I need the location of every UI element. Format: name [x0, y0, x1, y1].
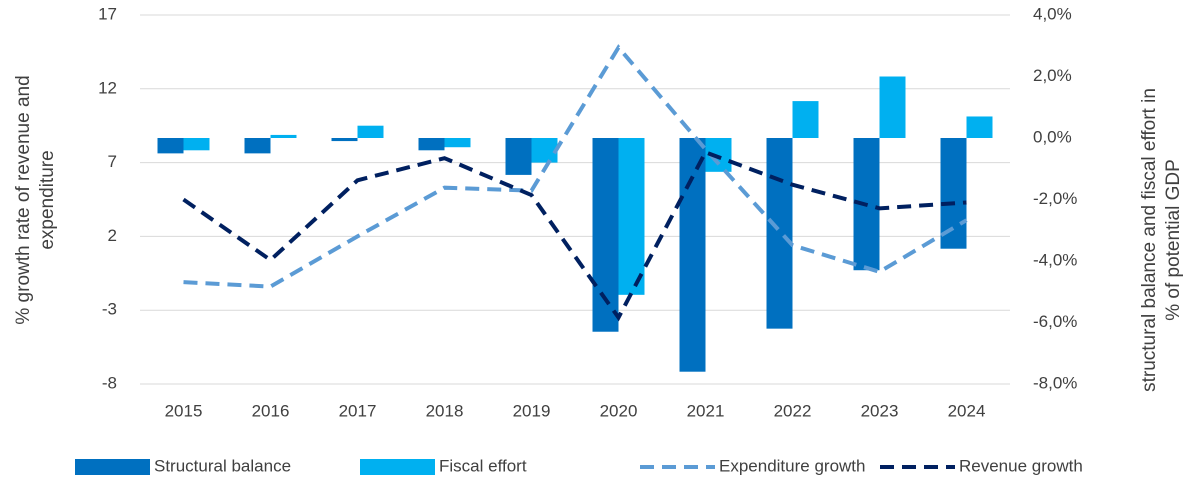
legend-swatch	[75, 459, 150, 475]
bar	[879, 76, 906, 138]
x-tick-label: 2024	[948, 401, 986, 420]
line	[183, 44, 968, 289]
legend-label: Fiscal effort	[439, 456, 527, 475]
y2-tick-label: 0,0%	[1033, 127, 1072, 146]
y2-axis-title-line: structural balance and fiscal effort in	[1139, 88, 1160, 392]
legend-label: Revenue growth	[959, 456, 1083, 475]
y2-tick-label: -6,0%	[1033, 312, 1077, 331]
bar	[940, 138, 967, 249]
y2-tick-label: 2,0%	[1033, 66, 1072, 85]
x-tick-label: 2022	[774, 401, 812, 420]
y-tick-label: 17	[98, 4, 117, 23]
bar	[331, 138, 358, 142]
y-axis-title-line: expenditure	[37, 150, 58, 249]
bar	[766, 138, 793, 329]
y-tick-label: 2	[108, 226, 117, 245]
y2-tick-label: -8,0%	[1033, 373, 1077, 392]
bar	[618, 138, 645, 295]
bar	[792, 101, 819, 138]
y-tick-label: -8	[102, 373, 117, 392]
x-tick-label: 2020	[600, 401, 638, 420]
bar	[244, 138, 271, 154]
legend-swatch	[360, 459, 435, 475]
bar	[418, 138, 445, 151]
legend-label: Structural balance	[154, 456, 291, 475]
y2-axis-title: structural balance and fiscal effort in%…	[1139, 88, 1184, 392]
y-tick-label: 12	[98, 78, 117, 97]
bar	[357, 125, 384, 138]
bar	[157, 138, 184, 154]
legend-label: Expenditure growth	[719, 456, 865, 475]
y-axis-title-line: % growth rate of revenue and	[13, 75, 34, 324]
bar	[966, 116, 993, 138]
y2-tick-label: -4,0%	[1033, 250, 1077, 269]
y2-tick-label: -2,0%	[1033, 189, 1077, 208]
x-tick-label: 2016	[252, 401, 290, 420]
x-tick-label: 2023	[861, 401, 899, 420]
y2-tick-label: 4,0%	[1033, 4, 1072, 23]
x-tick-label: 2021	[687, 401, 725, 420]
y-tick-label: 7	[108, 152, 117, 171]
bar	[183, 138, 210, 151]
bar	[679, 138, 706, 372]
x-tick-label: 2018	[426, 401, 464, 420]
x-tick-label: 2015	[165, 401, 203, 420]
bar	[531, 138, 558, 163]
line	[182, 149, 967, 322]
y-tick-label: -3	[102, 300, 117, 319]
bar	[270, 134, 297, 138]
bar	[444, 138, 471, 148]
y-axis-title: % growth rate of revenue and expenditure	[13, 75, 58, 324]
x-tick-label: 2019	[513, 401, 551, 420]
bar	[505, 138, 532, 175]
y2-axis-title-line: % of potential GDP	[1163, 159, 1184, 321]
x-tick-label: 2017	[339, 401, 377, 420]
